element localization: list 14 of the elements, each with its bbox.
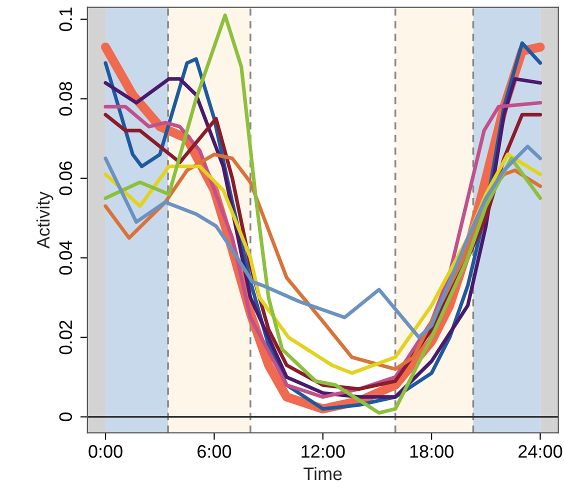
- x-tick-label: 6:00: [198, 445, 232, 458]
- line-series: [104, 144, 542, 340]
- y-tick-label: 0.08: [59, 82, 72, 116]
- y-tick-label: 0.1: [59, 8, 72, 32]
- y-tick-label: 0.04: [59, 240, 72, 275]
- x-tick-label: 12:00: [302, 445, 345, 458]
- x-tick-label: 0:00: [88, 445, 122, 458]
- y-tick-label: 0.06: [59, 162, 72, 196]
- y-tick-label: 0: [59, 412, 72, 422]
- y-tick-label: 0.02: [59, 320, 72, 354]
- y-axis-title: Activity: [36, 191, 54, 249]
- x-tick-label: 18:00: [410, 445, 454, 458]
- x-axis-title: Time: [304, 466, 342, 480]
- x-tick-label: 24:00: [518, 445, 562, 458]
